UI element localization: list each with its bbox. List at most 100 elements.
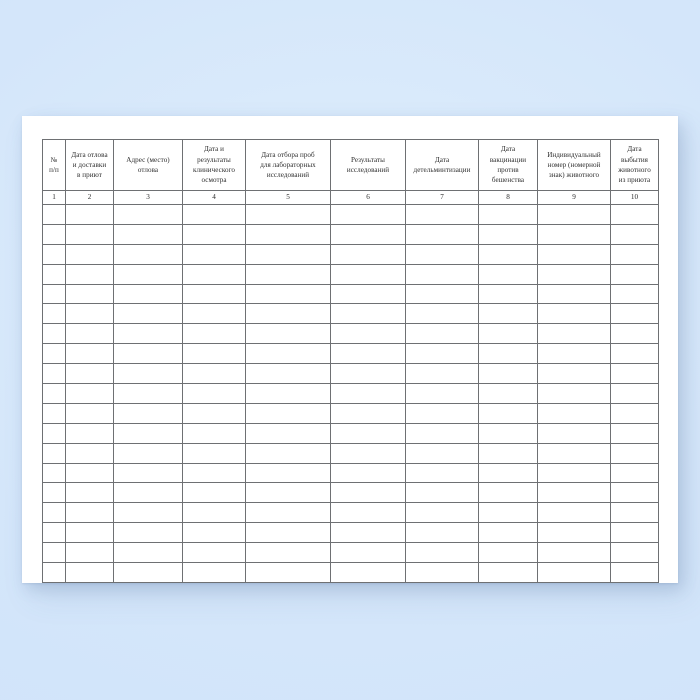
table-cell[interactable] bbox=[42, 343, 66, 365]
table-cell[interactable] bbox=[42, 482, 66, 504]
table-cell[interactable] bbox=[330, 303, 406, 325]
table-cell[interactable] bbox=[405, 502, 479, 524]
table-cell[interactable] bbox=[330, 243, 406, 265]
table-cell[interactable] bbox=[330, 223, 406, 245]
table-cell[interactable] bbox=[537, 283, 611, 305]
table-cell[interactable] bbox=[245, 422, 331, 444]
table-cell[interactable] bbox=[42, 502, 66, 524]
table-cell[interactable] bbox=[330, 542, 406, 564]
table-cell[interactable] bbox=[330, 522, 406, 544]
table-cell[interactable] bbox=[330, 462, 406, 484]
table-cell[interactable] bbox=[245, 283, 331, 305]
table-cell[interactable] bbox=[537, 343, 611, 365]
table-cell[interactable] bbox=[610, 482, 659, 504]
table-cell[interactable] bbox=[182, 343, 246, 365]
table-cell[interactable] bbox=[610, 243, 659, 265]
table-cell[interactable] bbox=[182, 542, 246, 564]
table-cell[interactable] bbox=[537, 204, 611, 225]
table-cell[interactable] bbox=[405, 204, 479, 225]
table-cell[interactable] bbox=[245, 343, 331, 365]
table-cell[interactable] bbox=[245, 223, 331, 245]
table-cell[interactable] bbox=[65, 422, 114, 444]
table-cell[interactable] bbox=[182, 283, 246, 305]
table-cell[interactable] bbox=[478, 303, 538, 325]
table-cell[interactable] bbox=[478, 542, 538, 564]
table-cell[interactable] bbox=[113, 243, 183, 265]
table-cell[interactable] bbox=[537, 482, 611, 504]
table-cell[interactable] bbox=[330, 482, 406, 504]
table-cell[interactable] bbox=[610, 502, 659, 524]
table-cell[interactable] bbox=[478, 422, 538, 444]
table-cell[interactable] bbox=[65, 223, 114, 245]
table-cell[interactable] bbox=[245, 243, 331, 265]
table-cell[interactable] bbox=[65, 263, 114, 285]
table-cell[interactable] bbox=[65, 303, 114, 325]
table-cell[interactable] bbox=[330, 204, 406, 225]
table-cell[interactable] bbox=[537, 383, 611, 404]
table-cell[interactable] bbox=[537, 402, 611, 424]
table-cell[interactable] bbox=[42, 462, 66, 484]
table-cell[interactable] bbox=[537, 522, 611, 544]
table-cell[interactable] bbox=[245, 522, 331, 544]
table-cell[interactable] bbox=[405, 562, 479, 583]
table-cell[interactable] bbox=[330, 363, 406, 385]
table-cell[interactable] bbox=[537, 542, 611, 564]
table-cell[interactable] bbox=[42, 243, 66, 265]
table-cell[interactable] bbox=[42, 562, 66, 583]
table-cell[interactable] bbox=[610, 204, 659, 225]
table-cell[interactable] bbox=[610, 462, 659, 484]
table-cell[interactable] bbox=[478, 363, 538, 385]
table-cell[interactable] bbox=[245, 462, 331, 484]
table-cell[interactable] bbox=[42, 323, 66, 345]
table-cell[interactable] bbox=[478, 562, 538, 583]
table-cell[interactable] bbox=[405, 422, 479, 444]
table-cell[interactable] bbox=[537, 223, 611, 245]
table-cell[interactable] bbox=[245, 542, 331, 564]
table-cell[interactable] bbox=[245, 303, 331, 325]
table-cell[interactable] bbox=[113, 502, 183, 524]
table-cell[interactable] bbox=[42, 223, 66, 245]
table-cell[interactable] bbox=[478, 343, 538, 365]
table-cell[interactable] bbox=[537, 363, 611, 385]
table-cell[interactable] bbox=[42, 204, 66, 225]
table-cell[interactable] bbox=[405, 303, 479, 325]
table-cell[interactable] bbox=[245, 442, 331, 464]
table-cell[interactable] bbox=[42, 263, 66, 285]
table-cell[interactable] bbox=[405, 323, 479, 345]
table-cell[interactable] bbox=[405, 243, 479, 265]
table-cell[interactable] bbox=[182, 502, 246, 524]
table-cell[interactable] bbox=[65, 283, 114, 305]
table-cell[interactable] bbox=[478, 283, 538, 305]
table-cell[interactable] bbox=[405, 442, 479, 464]
table-cell[interactable] bbox=[610, 323, 659, 345]
table-cell[interactable] bbox=[245, 323, 331, 345]
table-cell[interactable] bbox=[478, 223, 538, 245]
table-cell[interactable] bbox=[113, 363, 183, 385]
table-cell[interactable] bbox=[65, 323, 114, 345]
table-cell[interactable] bbox=[245, 402, 331, 424]
table-cell[interactable] bbox=[113, 283, 183, 305]
table-cell[interactable] bbox=[65, 562, 114, 583]
table-cell[interactable] bbox=[405, 283, 479, 305]
table-cell[interactable] bbox=[405, 223, 479, 245]
table-cell[interactable] bbox=[537, 562, 611, 583]
table-cell[interactable] bbox=[610, 263, 659, 285]
table-cell[interactable] bbox=[113, 303, 183, 325]
table-cell[interactable] bbox=[330, 343, 406, 365]
table-cell[interactable] bbox=[610, 223, 659, 245]
table-cell[interactable] bbox=[478, 442, 538, 464]
table-cell[interactable] bbox=[182, 383, 246, 404]
table-cell[interactable] bbox=[610, 422, 659, 444]
table-cell[interactable] bbox=[245, 263, 331, 285]
table-cell[interactable] bbox=[330, 283, 406, 305]
table-cell[interactable] bbox=[65, 243, 114, 265]
table-cell[interactable] bbox=[245, 363, 331, 385]
table-cell[interactable] bbox=[478, 383, 538, 404]
table-cell[interactable] bbox=[182, 422, 246, 444]
table-cell[interactable] bbox=[113, 204, 183, 225]
table-cell[interactable] bbox=[182, 204, 246, 225]
table-cell[interactable] bbox=[182, 562, 246, 583]
table-cell[interactable] bbox=[610, 562, 659, 583]
table-cell[interactable] bbox=[182, 303, 246, 325]
table-cell[interactable] bbox=[478, 263, 538, 285]
